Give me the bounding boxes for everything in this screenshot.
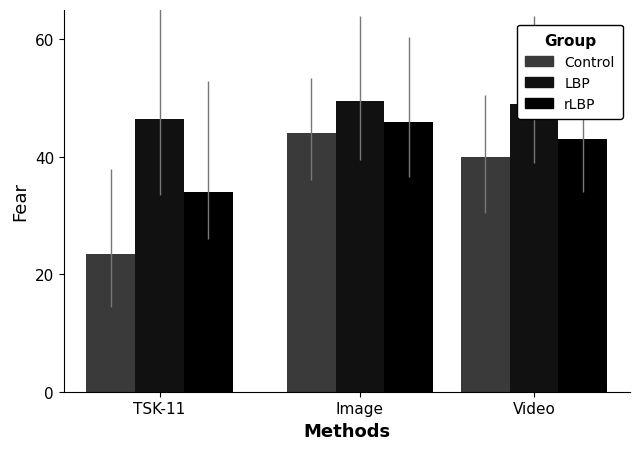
Y-axis label: Fear: Fear [11,182,29,221]
Bar [184,193,233,392]
X-axis label: Methods: Methods [303,422,390,440]
Bar [287,134,335,392]
Bar [87,254,135,392]
Bar [461,157,510,392]
Bar [558,140,607,392]
Bar [135,120,184,392]
Bar [384,122,433,392]
Legend: Control, LBP, rLBP: Control, LBP, rLBP [517,26,623,120]
Bar [335,102,384,392]
Bar [510,105,558,392]
